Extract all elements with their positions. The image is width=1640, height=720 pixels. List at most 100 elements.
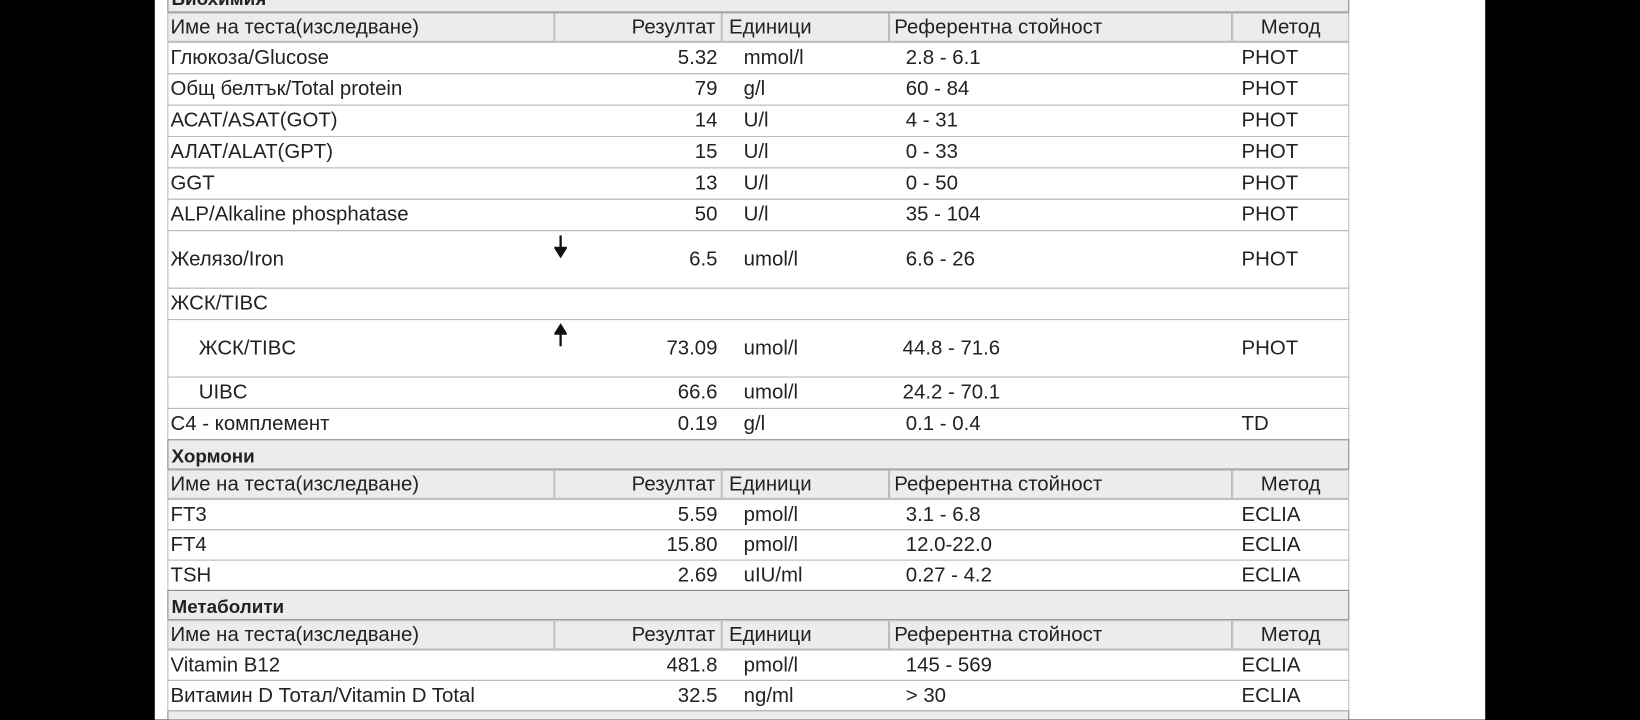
header-method: Метод xyxy=(1260,472,1321,496)
header-cell xyxy=(721,12,890,42)
header-cell xyxy=(1232,12,1350,42)
header-ref: Референтна стойност xyxy=(894,472,1103,496)
row-border xyxy=(167,287,1350,321)
header-result: Резултат xyxy=(631,623,716,647)
header-cell xyxy=(554,12,722,42)
method: PHOT xyxy=(1241,77,1299,101)
method: ECLIA xyxy=(1241,683,1301,707)
result: 15.80 xyxy=(666,532,718,556)
header-cell xyxy=(721,620,890,650)
method: TD xyxy=(1241,412,1269,436)
test-name: Общ белтък/Total protein xyxy=(170,77,403,101)
result: 2.69 xyxy=(677,563,718,587)
units: ng/ml xyxy=(743,683,794,707)
reference: 2.8 - 6.1 xyxy=(905,46,981,70)
method: PHOT xyxy=(1241,46,1299,70)
header-units: Единици xyxy=(729,472,812,496)
units: pmol/l xyxy=(743,532,799,556)
method: ECLIA xyxy=(1241,532,1301,556)
section-title: Метаболити xyxy=(171,596,285,618)
result: 13 xyxy=(694,171,718,195)
method: PHOT xyxy=(1241,247,1299,271)
units: uIU/ml xyxy=(743,563,803,587)
test-name: ALP/Alkaline phosphatase xyxy=(170,202,409,226)
units: U/l xyxy=(743,140,769,164)
section-title: Хормони xyxy=(171,445,255,467)
header-cell xyxy=(554,620,722,650)
test-name: Глюкоза/Glucose xyxy=(170,46,330,70)
section-title-bar xyxy=(167,589,1350,621)
reference: 4 - 31 xyxy=(905,108,958,132)
method: PHOT xyxy=(1241,202,1299,226)
header-cell xyxy=(1232,620,1350,650)
header-cell xyxy=(889,469,1233,499)
next-section-bar xyxy=(167,710,1350,720)
test-name: АЛАТ/ALAT(GPT) xyxy=(170,140,334,164)
reference: 44.8 - 71.6 xyxy=(902,336,1001,360)
method: ECLIA xyxy=(1241,563,1301,587)
units: umol/l xyxy=(743,247,799,271)
header-ref: Референтна стойност xyxy=(894,15,1103,39)
header-units: Единици xyxy=(729,623,812,647)
result: 32.5 xyxy=(677,683,718,707)
test-name: Желязо/Iron xyxy=(170,247,284,271)
test-name: FT3 xyxy=(170,502,207,526)
header-method: Метод xyxy=(1260,623,1321,647)
result: 50 xyxy=(694,202,718,226)
method: PHOT xyxy=(1241,140,1299,164)
method: PHOT xyxy=(1241,108,1299,132)
test-name: TSH xyxy=(170,563,212,587)
method: PHOT xyxy=(1241,171,1299,195)
result: 6.5 xyxy=(689,247,718,271)
result: 481.8 xyxy=(666,653,718,677)
units: pmol/l xyxy=(743,502,799,526)
test-name: ЖСК/TIBC xyxy=(198,336,297,360)
row-border xyxy=(167,679,1350,712)
units: g/l xyxy=(743,412,766,436)
reference: 0.27 - 4.2 xyxy=(905,563,992,587)
high-flag-arrow xyxy=(554,323,567,347)
result: 73.09 xyxy=(666,336,718,360)
low-flag-arrow xyxy=(554,235,567,259)
header-name: Име на теста(изследване) xyxy=(170,15,420,39)
header-cell xyxy=(889,620,1233,650)
units: umol/l xyxy=(743,336,799,360)
section-title: Биохимия xyxy=(172,0,267,8)
header-name: Име на теста(изследване) xyxy=(170,472,420,496)
result: 5.59 xyxy=(677,502,718,526)
header-cell xyxy=(721,469,890,499)
units: U/l xyxy=(743,202,769,226)
test-name: GGT xyxy=(170,171,215,195)
header-result: Резултат xyxy=(631,472,716,496)
test-name: Vitamin B12 xyxy=(170,653,281,677)
section-title-bar xyxy=(167,0,1350,13)
header-result: Резултат xyxy=(631,15,716,39)
reference: > 30 xyxy=(905,683,947,707)
units: U/l xyxy=(743,171,769,195)
reference: 60 - 84 xyxy=(905,77,970,101)
units: mmol/l xyxy=(743,46,804,70)
header-cell xyxy=(554,469,722,499)
result: 5.32 xyxy=(677,46,718,70)
header-cell xyxy=(1232,469,1350,499)
reference: 0 - 50 xyxy=(905,171,958,195)
header-cell xyxy=(889,12,1233,42)
test-name: ЖСК/TIBC xyxy=(170,291,268,315)
units: umol/l xyxy=(743,380,799,404)
units: pmol/l xyxy=(743,653,799,677)
reference: 35 - 104 xyxy=(905,202,981,226)
test-name: C4 - комплемент xyxy=(170,412,330,436)
reference: 3.1 - 6.8 xyxy=(905,502,981,526)
units: g/l xyxy=(743,77,766,101)
test-name: Витамин D Тотал/Vitamin D Total xyxy=(170,683,475,707)
result: 79 xyxy=(694,77,718,101)
result: 14 xyxy=(694,108,718,132)
header-method: Метод xyxy=(1260,15,1321,39)
test-name: FT4 xyxy=(170,532,207,556)
header-cell xyxy=(167,620,555,650)
reference: 0 - 33 xyxy=(905,140,958,164)
test-name: UIBC xyxy=(198,380,248,404)
header-ref: Референтна стойност xyxy=(894,623,1103,647)
